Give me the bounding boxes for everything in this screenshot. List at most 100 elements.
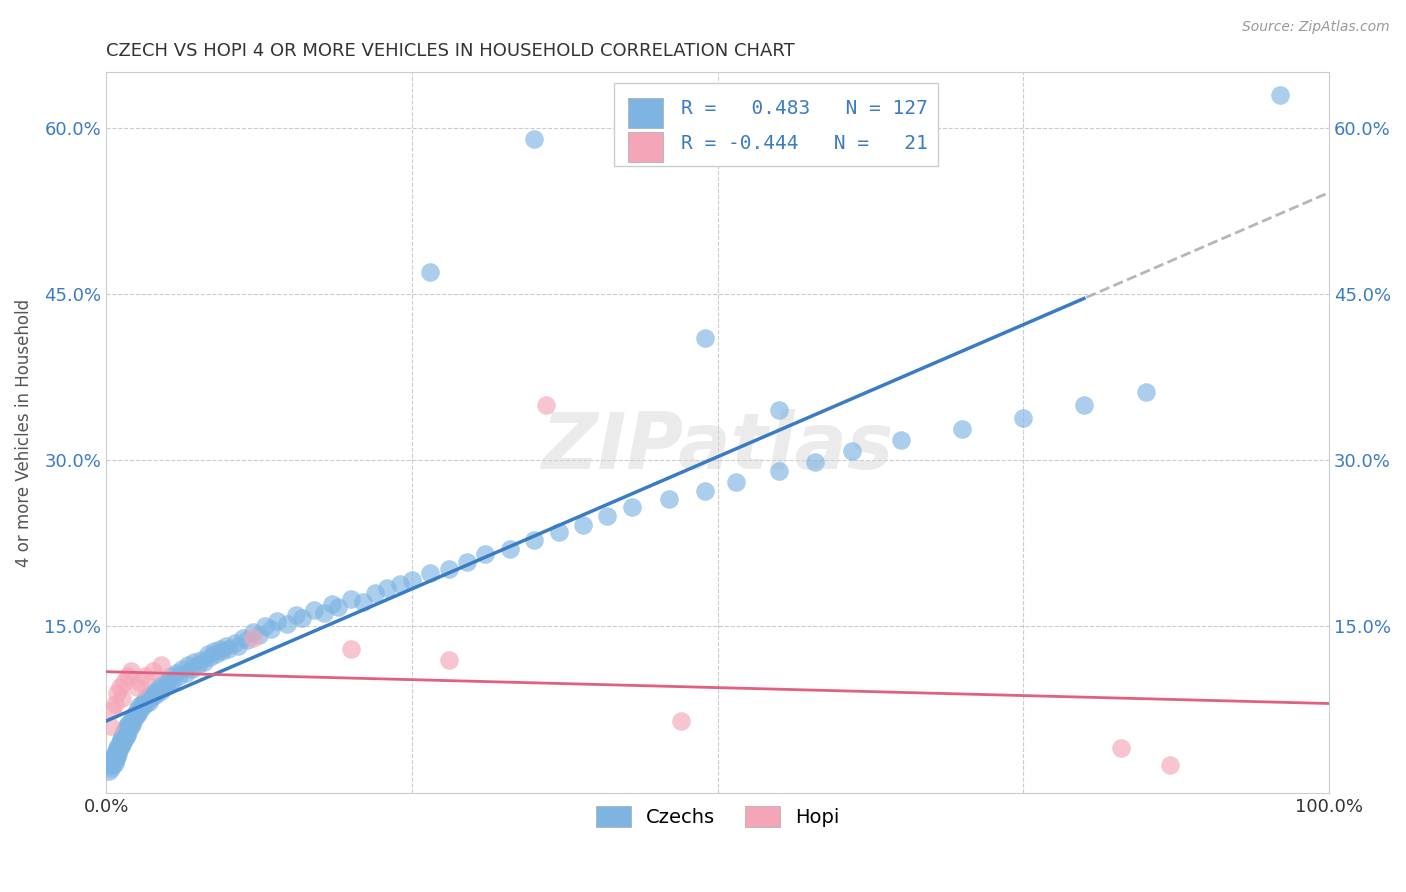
Point: [1268, 87, 1291, 102]
Point: [159, 677, 181, 691]
Point: [114, 724, 136, 739]
Point: [190, 653, 212, 667]
Point: [198, 650, 221, 665]
Point: [1135, 384, 1157, 399]
Point: [547, 525, 569, 540]
Point: [437, 562, 460, 576]
Point: [141, 691, 163, 706]
Point: [950, 422, 973, 436]
Point: [266, 614, 288, 628]
Point: [211, 644, 233, 658]
Point: [104, 756, 127, 770]
Point: [125, 681, 148, 695]
FancyBboxPatch shape: [613, 83, 938, 166]
Point: [536, 398, 558, 412]
Point: [658, 491, 681, 506]
Point: [197, 647, 219, 661]
Point: [100, 761, 122, 775]
Legend: Czechs, Hopi: Czechs, Hopi: [588, 798, 848, 835]
Point: [110, 732, 132, 747]
Point: [260, 622, 283, 636]
Point: [242, 625, 264, 640]
Point: [388, 577, 411, 591]
Point: [114, 732, 136, 747]
Point: [572, 517, 595, 532]
Point: [120, 664, 142, 678]
Point: [121, 717, 143, 731]
Point: [180, 662, 202, 676]
Point: [120, 719, 142, 733]
Point: [122, 708, 145, 723]
Point: [150, 677, 173, 691]
Point: [111, 691, 134, 706]
Point: [108, 741, 131, 756]
Point: [98, 758, 121, 772]
Point: [150, 658, 173, 673]
Point: [110, 739, 132, 753]
Point: [105, 749, 128, 764]
Point: [474, 548, 496, 562]
Point: [107, 739, 129, 753]
Point: [139, 688, 162, 702]
Point: [695, 484, 717, 499]
Point: [419, 566, 441, 581]
Point: [202, 644, 225, 658]
Point: [134, 697, 156, 711]
Point: [112, 728, 135, 742]
Point: [162, 673, 184, 687]
Point: [101, 752, 124, 766]
Point: [169, 669, 191, 683]
Point: [125, 702, 148, 716]
Point: [105, 686, 128, 700]
Point: [101, 755, 124, 769]
Point: [242, 631, 264, 645]
Point: [226, 640, 249, 654]
FancyBboxPatch shape: [628, 97, 662, 128]
Point: [111, 731, 134, 745]
Point: [134, 669, 156, 683]
Point: [841, 444, 863, 458]
Point: [321, 597, 343, 611]
Point: [205, 647, 228, 661]
Point: [107, 747, 129, 761]
Point: [284, 608, 307, 623]
Point: [724, 475, 747, 490]
Point: [291, 610, 314, 624]
Point: [276, 617, 298, 632]
Point: [156, 674, 179, 689]
Point: [523, 132, 546, 146]
Point: [103, 750, 125, 764]
Point: [401, 573, 423, 587]
Point: [97, 764, 120, 778]
Point: [352, 595, 374, 609]
Point: [112, 735, 135, 749]
Point: [120, 714, 142, 728]
Point: [804, 455, 827, 469]
Point: [215, 640, 238, 654]
Point: [129, 674, 152, 689]
Point: [339, 641, 361, 656]
Point: [247, 628, 270, 642]
Point: [118, 722, 141, 736]
Point: [117, 724, 139, 739]
Point: [208, 641, 231, 656]
Point: [142, 686, 165, 700]
Point: [131, 697, 153, 711]
Point: [114, 722, 136, 736]
Point: [122, 710, 145, 724]
Point: [114, 731, 136, 745]
Point: [129, 702, 152, 716]
Point: [768, 403, 790, 417]
Point: [115, 719, 138, 733]
Point: [132, 699, 155, 714]
Point: [127, 706, 149, 720]
Point: [98, 719, 121, 733]
Point: [193, 655, 215, 669]
Point: [177, 658, 200, 673]
Text: ZIPatlas: ZIPatlas: [541, 409, 894, 485]
Point: [107, 743, 129, 757]
Point: [187, 658, 209, 673]
Point: [170, 662, 193, 676]
Point: [108, 736, 131, 750]
Y-axis label: 4 or more Vehicles in Household: 4 or more Vehicles in Household: [15, 299, 32, 566]
